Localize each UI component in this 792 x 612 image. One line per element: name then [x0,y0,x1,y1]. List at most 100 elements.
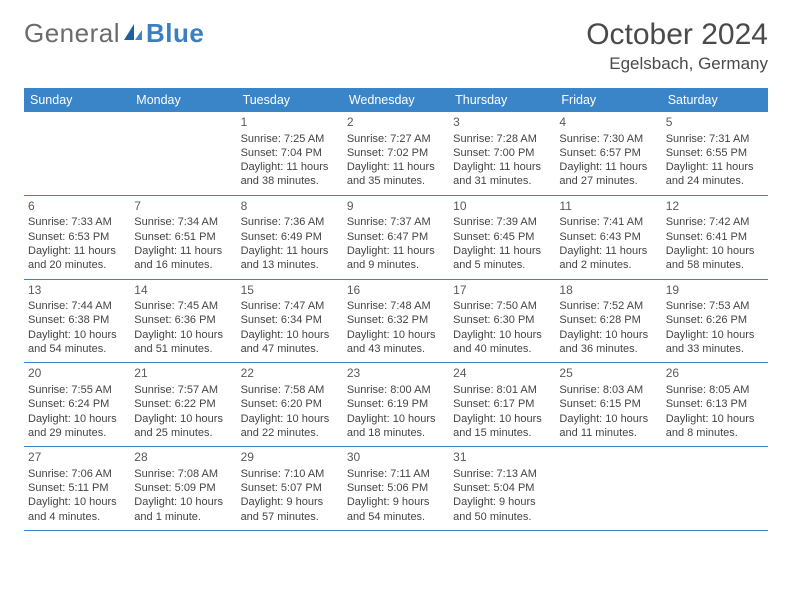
weekday-header: Friday [555,88,661,112]
daylight-text: Daylight: 10 hours and 29 minutes. [28,412,126,441]
calendar-day-cell: 11Sunrise: 7:41 AMSunset: 6:43 PMDayligh… [555,196,661,279]
sunset-text: Sunset: 6:55 PM [666,146,764,160]
daylight-text: Daylight: 10 hours and 18 minutes. [347,412,445,441]
calendar-day-cell: 6Sunrise: 7:33 AMSunset: 6:53 PMDaylight… [24,196,130,279]
calendar-day-cell: 17Sunrise: 7:50 AMSunset: 6:30 PMDayligh… [449,280,555,363]
daylight-text: Daylight: 10 hours and 40 minutes. [453,328,551,357]
day-number: 14 [134,283,232,299]
sunrise-text: Sunrise: 7:44 AM [28,299,126,313]
calendar-day-cell: 12Sunrise: 7:42 AMSunset: 6:41 PMDayligh… [662,196,768,279]
daylight-text: Daylight: 10 hours and 4 minutes. [28,495,126,524]
day-number: 20 [28,366,126,382]
day-number: 24 [453,366,551,382]
daylight-text: Daylight: 11 hours and 20 minutes. [28,244,126,273]
weekday-header: Sunday [24,88,130,112]
day-number: 29 [241,450,339,466]
weekday-header: Wednesday [343,88,449,112]
calendar-day-cell: 18Sunrise: 7:52 AMSunset: 6:28 PMDayligh… [555,280,661,363]
sunrise-text: Sunrise: 7:42 AM [666,215,764,229]
daylight-text: Daylight: 10 hours and 1 minute. [134,495,232,524]
day-number: 31 [453,450,551,466]
weekday-header: Saturday [662,88,768,112]
sunset-text: Sunset: 6:51 PM [134,230,232,244]
daylight-text: Daylight: 10 hours and 22 minutes. [241,412,339,441]
calendar-day-cell: 24Sunrise: 8:01 AMSunset: 6:17 PMDayligh… [449,363,555,446]
calendar-day-cell: 5Sunrise: 7:31 AMSunset: 6:55 PMDaylight… [662,112,768,195]
daylight-text: Daylight: 9 hours and 50 minutes. [453,495,551,524]
sunset-text: Sunset: 7:00 PM [453,146,551,160]
sunrise-text: Sunrise: 8:05 AM [666,383,764,397]
calendar-day-cell: 9Sunrise: 7:37 AMSunset: 6:47 PMDaylight… [343,196,449,279]
calendar-empty-cell [662,447,768,530]
daylight-text: Daylight: 10 hours and 36 minutes. [559,328,657,357]
daylight-text: Daylight: 10 hours and 43 minutes. [347,328,445,357]
calendar-week-row: 1Sunrise: 7:25 AMSunset: 7:04 PMDaylight… [24,112,768,196]
day-number: 10 [453,199,551,215]
calendar-day-cell: 23Sunrise: 8:00 AMSunset: 6:19 PMDayligh… [343,363,449,446]
sunset-text: Sunset: 6:38 PM [28,313,126,327]
sunset-text: Sunset: 5:06 PM [347,481,445,495]
daylight-text: Daylight: 10 hours and 25 minutes. [134,412,232,441]
calendar-day-cell: 31Sunrise: 7:13 AMSunset: 5:04 PMDayligh… [449,447,555,530]
sunrise-text: Sunrise: 7:31 AM [666,132,764,146]
day-number: 17 [453,283,551,299]
title-block: October 2024 Egelsbach, Germany [586,18,768,74]
logo-text-general: General [24,18,120,49]
daylight-text: Daylight: 10 hours and 11 minutes. [559,412,657,441]
weekday-header-row: SundayMondayTuesdayWednesdayThursdayFrid… [24,88,768,112]
calendar-day-cell: 20Sunrise: 7:55 AMSunset: 6:24 PMDayligh… [24,363,130,446]
calendar-day-cell: 7Sunrise: 7:34 AMSunset: 6:51 PMDaylight… [130,196,236,279]
calendar-day-cell: 2Sunrise: 7:27 AMSunset: 7:02 PMDaylight… [343,112,449,195]
sunrise-text: Sunrise: 7:33 AM [28,215,126,229]
sunset-text: Sunset: 6:47 PM [347,230,445,244]
daylight-text: Daylight: 10 hours and 47 minutes. [241,328,339,357]
calendar-day-cell: 1Sunrise: 7:25 AMSunset: 7:04 PMDaylight… [237,112,343,195]
daylight-text: Daylight: 10 hours and 51 minutes. [134,328,232,357]
sunset-text: Sunset: 6:45 PM [453,230,551,244]
page-title: October 2024 [586,18,768,52]
daylight-text: Daylight: 11 hours and 5 minutes. [453,244,551,273]
calendar-day-cell: 22Sunrise: 7:58 AMSunset: 6:20 PMDayligh… [237,363,343,446]
weekday-header: Tuesday [237,88,343,112]
sunrise-text: Sunrise: 7:13 AM [453,467,551,481]
daylight-text: Daylight: 10 hours and 33 minutes. [666,328,764,357]
day-number: 8 [241,199,339,215]
calendar-day-cell: 21Sunrise: 7:57 AMSunset: 6:22 PMDayligh… [130,363,236,446]
sunset-text: Sunset: 6:17 PM [453,397,551,411]
sunrise-text: Sunrise: 7:34 AM [134,215,232,229]
day-number: 7 [134,199,232,215]
day-number: 2 [347,115,445,131]
day-number: 5 [666,115,764,131]
daylight-text: Daylight: 11 hours and 31 minutes. [453,160,551,189]
daylight-text: Daylight: 11 hours and 2 minutes. [559,244,657,273]
calendar-day-cell: 3Sunrise: 7:28 AMSunset: 7:00 PMDaylight… [449,112,555,195]
sunset-text: Sunset: 5:04 PM [453,481,551,495]
day-number: 4 [559,115,657,131]
daylight-text: Daylight: 10 hours and 58 minutes. [666,244,764,273]
sunrise-text: Sunrise: 7:27 AM [347,132,445,146]
sunrise-text: Sunrise: 8:00 AM [347,383,445,397]
sunrise-text: Sunrise: 7:50 AM [453,299,551,313]
sunrise-text: Sunrise: 7:55 AM [28,383,126,397]
daylight-text: Daylight: 11 hours and 24 minutes. [666,160,764,189]
sunrise-text: Sunrise: 7:41 AM [559,215,657,229]
daylight-text: Daylight: 11 hours and 13 minutes. [241,244,339,273]
day-number: 15 [241,283,339,299]
day-number: 25 [559,366,657,382]
weekday-header: Thursday [449,88,555,112]
calendar-week-row: 13Sunrise: 7:44 AMSunset: 6:38 PMDayligh… [24,280,768,364]
sunset-text: Sunset: 6:43 PM [559,230,657,244]
calendar-day-cell: 28Sunrise: 7:08 AMSunset: 5:09 PMDayligh… [130,447,236,530]
day-number: 28 [134,450,232,466]
sunrise-text: Sunrise: 7:45 AM [134,299,232,313]
daylight-text: Daylight: 11 hours and 9 minutes. [347,244,445,273]
daylight-text: Daylight: 9 hours and 54 minutes. [347,495,445,524]
calendar-body: 1Sunrise: 7:25 AMSunset: 7:04 PMDaylight… [24,112,768,531]
day-number: 30 [347,450,445,466]
logo: General Blue [24,18,204,49]
sunset-text: Sunset: 6:30 PM [453,313,551,327]
day-number: 12 [666,199,764,215]
sunrise-text: Sunrise: 7:25 AM [241,132,339,146]
calendar-day-cell: 19Sunrise: 7:53 AMSunset: 6:26 PMDayligh… [662,280,768,363]
daylight-text: Daylight: 11 hours and 35 minutes. [347,160,445,189]
